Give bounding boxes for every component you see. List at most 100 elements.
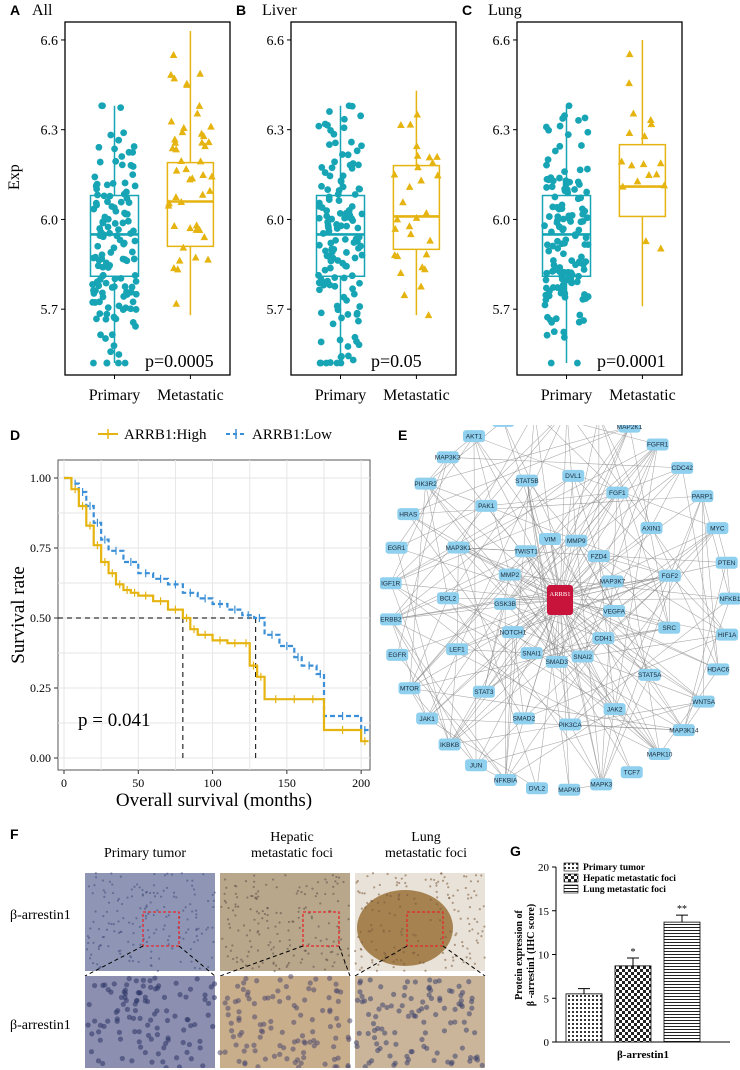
data-point (119, 219, 127, 227)
nucleus (156, 909, 159, 912)
nucleus (117, 950, 120, 953)
data-point (107, 249, 115, 256)
data-point (560, 333, 568, 341)
nucleus (255, 1064, 261, 1068)
nucleus (265, 995, 271, 1001)
node-label: JUN (470, 763, 483, 770)
nucleus (94, 910, 97, 913)
nucleus (342, 880, 345, 884)
nucleus (360, 948, 363, 951)
data-point (550, 266, 558, 274)
legend-swatch (563, 884, 579, 894)
nucleus (138, 1044, 144, 1050)
data-point (337, 353, 345, 361)
nucleus (234, 905, 237, 908)
data-point (128, 283, 136, 291)
nucleus (309, 1017, 315, 1023)
network-edge (526, 480, 577, 541)
nucleus (310, 915, 313, 918)
nucleus (244, 879, 248, 883)
nucleus (149, 891, 152, 895)
network-node: DVL1 (562, 469, 585, 482)
node-label: MAPK10 (647, 751, 673, 758)
nucleus (370, 1021, 377, 1027)
nucleus (377, 893, 381, 896)
nucleus (357, 980, 363, 986)
y-tick-label: 6.0 (267, 213, 285, 228)
data-point (342, 262, 349, 270)
data-point (115, 359, 122, 367)
data-point (112, 207, 120, 215)
row-label-1: β-arrestin1 (10, 908, 71, 923)
nucleus (187, 928, 190, 931)
nucleus (444, 966, 447, 969)
nucleus (228, 922, 231, 926)
nucleus (369, 930, 372, 933)
y-tick-label: 15 (538, 906, 550, 918)
nucleus (165, 1037, 171, 1043)
node-label: MMP9 (567, 538, 586, 545)
nucleus (367, 977, 373, 983)
data-point (94, 262, 102, 270)
data-point (391, 224, 400, 232)
nucleus (237, 929, 240, 932)
node-label: VIM (544, 536, 556, 543)
data-point (315, 122, 323, 130)
data-point (319, 230, 327, 237)
node-label: FZD4 (591, 553, 608, 560)
data-point (357, 242, 365, 250)
nucleus (449, 1059, 455, 1065)
network-edge (505, 632, 514, 781)
nucleus (132, 932, 135, 935)
data-point (121, 283, 129, 290)
nucleus (383, 951, 386, 954)
network-edge (409, 598, 449, 689)
network-edge (569, 724, 602, 785)
nucleus (124, 982, 130, 988)
nucleus (404, 874, 407, 877)
nucleus (314, 936, 317, 939)
nucleus (371, 908, 374, 911)
nucleus (197, 1045, 203, 1051)
network-edge (390, 551, 527, 620)
nucleus (131, 922, 134, 925)
nucleus (360, 955, 363, 958)
nucleus (155, 1051, 161, 1057)
nucleus (336, 953, 339, 956)
nucleus (202, 873, 205, 876)
nucleus (331, 874, 335, 877)
nucleus (393, 946, 396, 949)
network-node: ERBB2 (380, 613, 402, 626)
network-edge (617, 492, 660, 755)
nucleus (392, 1030, 398, 1036)
x-tick-label: Metastatic (609, 387, 676, 404)
data-point (130, 255, 138, 263)
data-point (195, 226, 204, 234)
node-label: MMP2 (500, 572, 519, 579)
nucleus (360, 966, 363, 969)
data-point (559, 115, 567, 122)
interaction-network: MAPK1RHOAMAPK8MAP2K1FGFR1CDC42PARP1MYCPT… (380, 425, 740, 796)
node-shape (648, 747, 671, 760)
nucleus (271, 1053, 278, 1059)
network-node: MMP2 (498, 568, 521, 581)
nucleus (217, 1050, 223, 1056)
network-node: STAT3 (472, 685, 495, 698)
nucleus (119, 875, 122, 878)
data-point (96, 225, 104, 232)
nucleus (180, 1039, 186, 1046)
data-point (340, 124, 348, 132)
data-point (131, 271, 139, 279)
nucleus (404, 881, 407, 885)
nucleus (103, 891, 107, 894)
network-edge (396, 505, 487, 549)
nucleus (326, 995, 332, 1001)
nucleus (389, 894, 392, 898)
nucleus (466, 917, 469, 920)
node-label: MAP3K14 (669, 727, 699, 734)
nucleus (288, 938, 291, 942)
nucleus (230, 1034, 236, 1040)
nucleus (298, 1060, 304, 1066)
nucleus (197, 927, 200, 930)
nucleus (353, 949, 357, 953)
